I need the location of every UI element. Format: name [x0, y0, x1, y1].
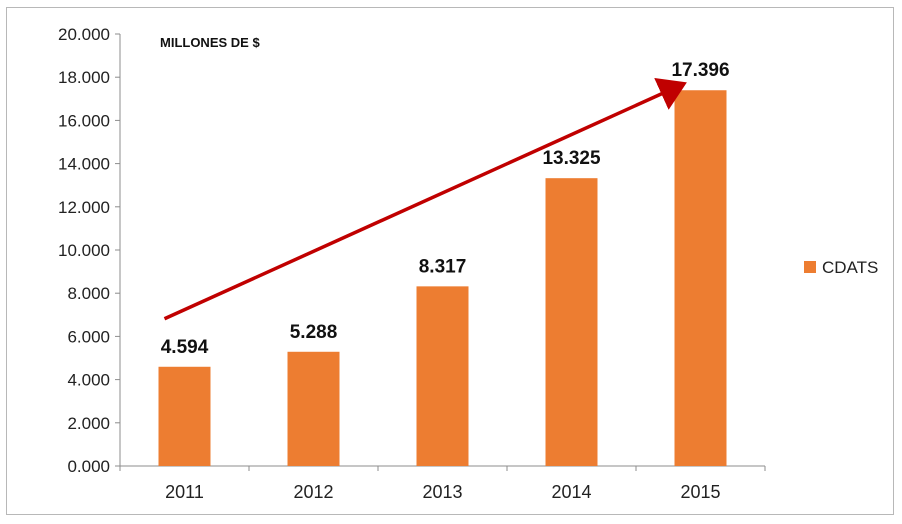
bar-2011: [158, 366, 211, 466]
y-tick-label: 4.000: [67, 371, 110, 390]
legend-swatch: [804, 261, 816, 273]
y-tick-label: 0.000: [67, 457, 110, 476]
bar-2012: [287, 351, 340, 466]
data-label-2011: 4.594: [161, 337, 209, 358]
y-tick-label: 12.000: [58, 198, 110, 217]
legend-label: CDATS: [822, 258, 878, 277]
y-tick-label: 10.000: [58, 241, 110, 260]
y-tick-label: 8.000: [67, 284, 110, 303]
y-tick-label: 18.000: [58, 68, 110, 87]
bars: [158, 90, 727, 466]
data-labels: 4.594 5.288 8.317 13.325 17.396: [161, 60, 730, 358]
bar-2014: [545, 178, 598, 466]
x-tick-label: 2013: [422, 482, 462, 502]
y-tick-label: 6.000: [67, 327, 110, 346]
data-label-2013: 8.317: [419, 256, 467, 277]
trend-arrow: [163, 77, 687, 321]
axes: 0.000 2.000 4.000 6.000 8.000 10.000 12.000 14.…: [58, 25, 766, 502]
data-label-2014: 13.325: [542, 148, 601, 169]
x-tick-label: 2012: [293, 482, 333, 502]
legend: CDATS: [804, 258, 878, 277]
y-tick-label: 20.000: [58, 25, 110, 44]
x-tick-label: 2011: [165, 482, 204, 502]
x-tick-label: 2015: [680, 482, 720, 502]
y-tick-label: 14.000: [58, 155, 110, 174]
x-tick-label: 2014: [551, 482, 591, 502]
data-label-2015: 17.396: [671, 60, 729, 81]
y-tick-label: 16.000: [58, 111, 110, 130]
unit-label: MILLONES DE $: [160, 35, 260, 50]
bar-2015: [674, 90, 727, 466]
bar-2013: [416, 286, 469, 466]
data-label-2012: 5.288: [290, 322, 338, 343]
y-tick-label: 2.000: [67, 414, 110, 433]
